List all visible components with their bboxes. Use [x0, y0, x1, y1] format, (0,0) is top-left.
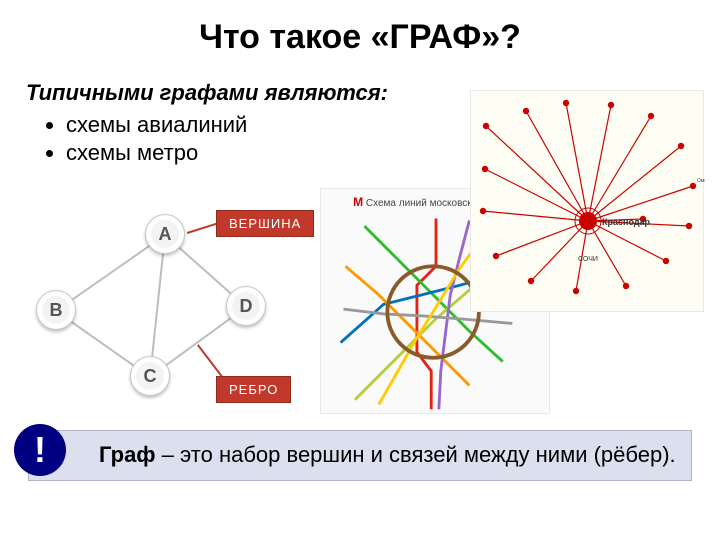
airline-spoke: [526, 111, 588, 221]
vertex-tag: ВЕРШИНА: [216, 210, 314, 237]
airline-hub: [579, 212, 597, 230]
airline-spoke: [588, 105, 611, 221]
abcd-graph: ABCDВЕРШИНАРЕБРО: [30, 208, 310, 418]
airline-node-label: Омск: [697, 178, 705, 184]
airline-node: [648, 113, 654, 119]
definition-bar: Граф – это набор вершин и связей между н…: [28, 430, 692, 481]
airline-node: [483, 123, 489, 129]
airline-spoke: [588, 146, 681, 221]
airline-node: [663, 258, 669, 264]
exclamation-badge: !: [14, 424, 66, 476]
abcd-node-d: D: [226, 286, 266, 326]
airline-hub-label: Краснодар: [602, 217, 651, 227]
airline-node: [480, 208, 486, 214]
metro-logo-icon: М: [353, 195, 363, 209]
airline-sub-label: СОЧИ: [578, 256, 598, 263]
abcd-node-a: A: [145, 214, 185, 254]
airline-node: [493, 253, 499, 259]
airline-spoke: [496, 221, 588, 256]
airline-diagram: Омск Краснодар СОЧИ: [470, 90, 704, 312]
airline-node: [686, 223, 692, 229]
airline-node: [573, 288, 579, 294]
airline-spoke: [588, 186, 693, 221]
abcd-node-c: C: [130, 356, 170, 396]
definition-bold: Граф: [99, 442, 156, 467]
definition-text: – это набор вершин и связей между ними (…: [156, 442, 676, 467]
airline-node: [523, 108, 529, 114]
slide-title: Что такое «ГРАФ»?: [0, 18, 720, 57]
airline-svg: Омск Краснодар СОЧИ: [471, 91, 705, 313]
airline-node: [608, 102, 614, 108]
airline-node: [690, 183, 696, 189]
airline-node: [482, 166, 488, 172]
edge-tag: РЕБРО: [216, 376, 291, 403]
abcd-node-b: B: [36, 290, 76, 330]
airline-node: [528, 278, 534, 284]
airline-node: [623, 283, 629, 289]
lead-line: [187, 222, 219, 233]
airline-spoke: [588, 116, 651, 221]
airline-node: [678, 143, 684, 149]
airline-node: [563, 100, 569, 106]
